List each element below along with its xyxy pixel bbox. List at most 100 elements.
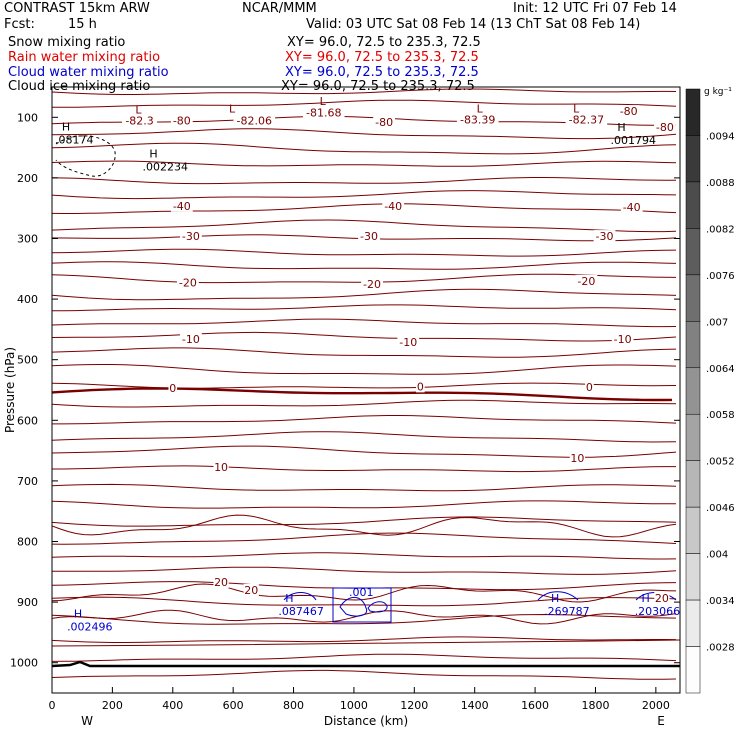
extremum-value: .002496 [67, 620, 113, 633]
temperature-contour-line [52, 160, 677, 167]
contour-label-bg [456, 113, 499, 126]
x-tick-label: 400 [162, 699, 183, 712]
colorbar-swatch [685, 553, 701, 601]
extremum-value: .203066 [635, 605, 681, 618]
y-tick-label: 100 [17, 111, 38, 124]
extremum-marker: H [617, 121, 625, 134]
temperature-contour-line [52, 128, 677, 140]
east-end-label: E [657, 714, 665, 728]
field-name-snow: Snow mixing ratio [8, 35, 126, 50]
contour-label: -10 [182, 333, 200, 346]
cloud-water-contour [367, 601, 388, 613]
contour-label: -20 [179, 277, 197, 290]
colorbar-swatch [685, 135, 701, 183]
contour-label: 20 [655, 592, 669, 605]
contour-label-bg [243, 583, 259, 596]
temperature-contour-line [52, 288, 677, 301]
contour-label-bg [168, 382, 178, 395]
y-tick-label: 800 [17, 536, 38, 549]
colorbar-swatch [685, 228, 701, 276]
contour-label-bg [611, 333, 634, 346]
temperature-contour-line [52, 331, 677, 342]
temperature-contour-line [52, 318, 677, 328]
contour-label-bg [176, 276, 199, 289]
temperature-contour-line [52, 583, 677, 603]
colorbar-swatch [685, 88, 701, 136]
contour-label-bg [179, 333, 202, 346]
temperature-contour-line [52, 142, 677, 155]
contour-label-bg [382, 199, 405, 212]
temperature-contour-line [52, 431, 677, 443]
x-tick-label: 1400 [461, 699, 489, 712]
temperature-contour-line [52, 653, 677, 662]
contour-label-bg [170, 114, 193, 127]
extremum-value: .001794 [611, 134, 657, 147]
temperature-contour-line [52, 514, 677, 538]
forecast-hour: 15 h [68, 17, 97, 32]
temperature-contour-line [52, 304, 677, 312]
temperature-contour-line [52, 500, 676, 509]
valid-time: Valid: 03 UTC Sat 08 Feb 14 (13 ChT Sat … [306, 17, 641, 32]
contour-label-bg [654, 120, 676, 133]
contour-label: -40 [173, 200, 191, 213]
colorbar-tick-label: .0028 [706, 643, 735, 654]
temperature-contour-line [52, 261, 677, 270]
colorbar-swatch [685, 413, 701, 461]
colorbar-tick-label: .0034 [706, 596, 735, 607]
colorbar-tick-label: .0088 [706, 178, 735, 189]
contour-label-bg [575, 274, 598, 287]
temperature-contour-line [52, 669, 677, 680]
temperature-contour-line [52, 566, 677, 575]
colorbar-unit: g kg⁻¹ [704, 87, 732, 97]
contour-label-bg [654, 591, 670, 604]
temperature-contour-line [52, 99, 677, 108]
temperature-contour-line [52, 347, 677, 358]
contour-label: -82.37 [569, 114, 604, 127]
y-tick-label: 400 [17, 293, 38, 306]
contour-label: 0 [586, 381, 593, 394]
contour-label-bg [569, 451, 585, 464]
contour-label: -30 [360, 230, 378, 243]
colorbar-swatch [685, 599, 701, 647]
colorbar-tick-label: .0052 [706, 457, 735, 468]
contour-label-bg [358, 230, 380, 243]
contour-label: 10 [214, 461, 228, 474]
cloud-water-contour [283, 592, 317, 601]
contour-label: -30 [596, 230, 614, 243]
contour-label: 20 [244, 584, 258, 597]
x-tick-label: 1200 [400, 699, 428, 712]
colorbar-swatch [685, 506, 701, 554]
colorbar-tick-label: .0076 [706, 271, 735, 282]
contour-label: 20 [214, 576, 228, 589]
contour-label: -30 [182, 230, 200, 243]
extremum-marker: L [135, 104, 142, 117]
chart-title: CONTRAST 15km ARW [4, 1, 150, 16]
x-tick-label: 1600 [521, 699, 549, 712]
zero-isotherm-line [52, 387, 673, 402]
contour-label-bg [213, 460, 229, 473]
extremum-marker: L [477, 102, 484, 115]
contour-label-bg [302, 106, 345, 119]
field-name-cloud-water: Cloud water mixing ratio [8, 65, 169, 80]
extremum-marker: H [285, 592, 293, 605]
colorbar-swatch [685, 181, 701, 229]
x-tick-label: 1800 [581, 699, 609, 712]
colorbar-tick-label: .004 [706, 550, 728, 561]
contour-label: 0 [417, 380, 424, 393]
temperature-contour-line [52, 465, 676, 473]
colorbar-tick-label: .0046 [706, 503, 735, 514]
temperature-contour-line [52, 516, 677, 527]
colorbar-tick-label: .0082 [706, 224, 735, 235]
x-tick-label: 600 [223, 699, 244, 712]
contour-label: -80 [375, 116, 393, 129]
temperature-contour-line [52, 639, 680, 647]
temperature-contour-line [52, 636, 677, 643]
contour-label-bg [585, 380, 594, 393]
contour-label-bg [416, 380, 425, 393]
field-name-rain: Rain water mixing ratio [8, 50, 161, 65]
extremum-value: .087467 [278, 605, 324, 618]
temperature-contour-line [52, 415, 677, 425]
contour-label-bg [122, 114, 158, 127]
y-tick-label: 1000 [10, 657, 38, 670]
extremum-marker: L [320, 95, 327, 108]
